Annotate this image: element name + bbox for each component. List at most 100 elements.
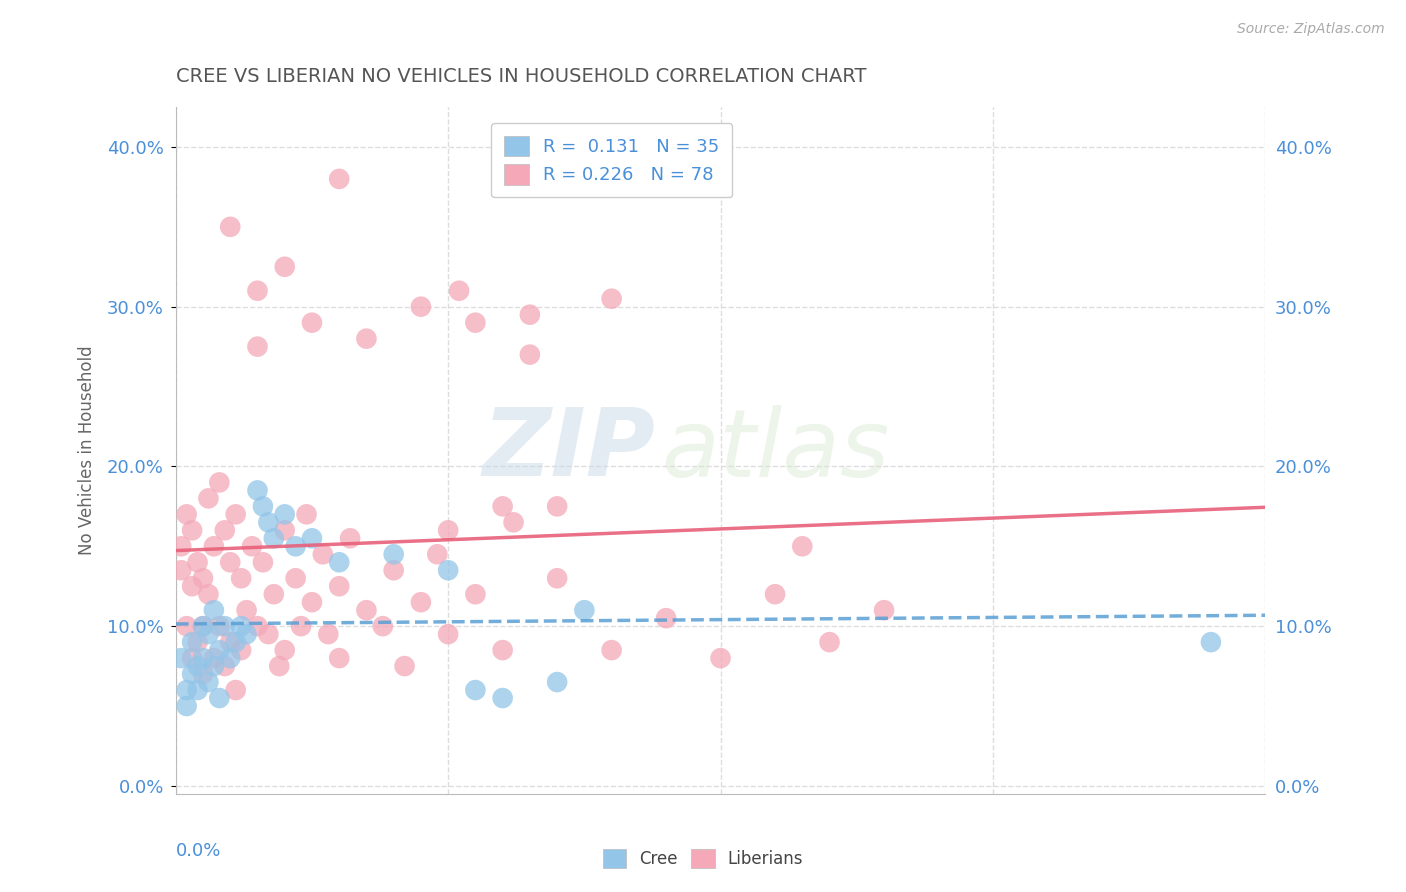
Point [252,555,274,569]
Point [176,683,198,698]
Point [202,603,225,617]
Point [191,619,214,633]
Point [176,508,198,522]
Point [519,348,541,362]
Point [492,643,515,657]
Point [274,260,297,274]
Point [197,627,219,641]
Point [214,659,236,673]
Text: 0.0%: 0.0% [176,842,221,860]
Point [328,555,350,569]
Point [186,635,209,649]
Point [186,555,209,569]
Point [710,651,733,665]
Text: CREE VS LIBERIAN NO VEHICLES IN HOUSEHOLD CORRELATION CHART: CREE VS LIBERIAN NO VEHICLES IN HOUSEHOL… [176,67,866,86]
Point [502,516,524,530]
Point [464,587,486,601]
Point [214,619,236,633]
Point [246,619,269,633]
Point [546,500,568,514]
Point [295,508,318,522]
Point [181,651,204,665]
Point [328,172,350,186]
Point [246,284,269,298]
Point [437,524,460,538]
Point [231,571,253,585]
Point [274,643,297,657]
Point [208,619,231,633]
Point [246,340,269,354]
Y-axis label: No Vehicles in Household: No Vehicles in Household [77,345,96,556]
Point [235,627,257,641]
Point [252,500,274,514]
Point [219,555,242,569]
Text: ZIP: ZIP [482,404,655,497]
Point [312,547,335,561]
Point [284,571,307,585]
Point [301,595,323,609]
Point [225,683,247,698]
Point [240,539,263,553]
Point [219,651,242,665]
Point [792,539,814,553]
Point [202,659,225,673]
Point [257,516,280,530]
Point [186,659,209,673]
Point [235,603,257,617]
Point [219,219,242,234]
Point [263,587,285,601]
Point [269,659,291,673]
Point [318,627,340,641]
Point [170,651,193,665]
Point [394,659,416,673]
Point [574,603,596,617]
Point [197,587,219,601]
Point [181,667,204,681]
Text: atlas: atlas [661,405,889,496]
Point [301,531,323,545]
Point [181,524,204,538]
Point [191,667,214,681]
Point [301,316,323,330]
Point [371,619,394,633]
Point [191,571,214,585]
Point [600,643,623,657]
Point [492,500,515,514]
Point [170,563,193,577]
Point [214,524,236,538]
Point [208,643,231,657]
Point [263,531,285,545]
Point [202,651,225,665]
Point [231,619,253,633]
Point [464,316,486,330]
Point [492,691,515,706]
Point [382,547,405,561]
Point [197,675,219,690]
Point [176,619,198,633]
Point [246,483,269,498]
Point [447,284,470,298]
Legend: Cree, Liberians: Cree, Liberians [596,842,810,875]
Point [339,531,361,545]
Point [274,524,297,538]
Point [191,651,214,665]
Point [274,508,297,522]
Point [225,508,247,522]
Point [208,691,231,706]
Point [202,539,225,553]
Point [225,635,247,649]
Point [763,587,786,601]
Point [231,643,253,657]
Point [546,675,568,690]
Point [655,611,678,625]
Point [382,563,405,577]
Point [409,300,432,314]
Point [873,603,896,617]
Text: Source: ZipAtlas.com: Source: ZipAtlas.com [1237,22,1385,37]
Point [208,475,231,490]
Point [818,635,841,649]
Point [437,563,460,577]
Point [290,619,312,633]
Point [1199,635,1222,649]
Point [426,547,449,561]
